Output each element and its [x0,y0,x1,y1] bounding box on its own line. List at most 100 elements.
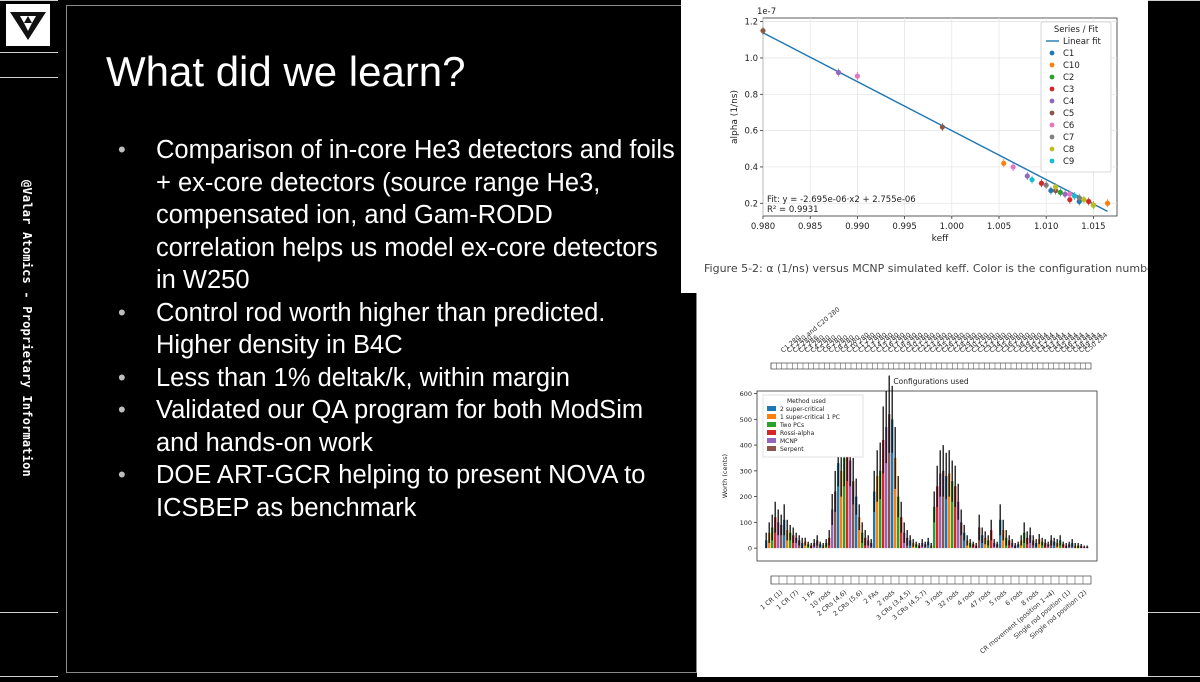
data-point [760,28,766,34]
legend-label: Rossi-alpha [780,430,815,437]
x-tick-label: 0.995 [892,222,916,232]
legend-label: 2 super-critical [780,406,825,413]
proprietary-vertical-text: @Valar Atomics - Proprietary Information [18,180,42,480]
worth-bar [885,427,888,549]
worth-bar [951,481,954,549]
bullet-item: • Less than 1% deltak/k, within margin [118,362,678,395]
data-point [1053,184,1059,190]
y-tick-label: 1.0 [744,54,758,64]
worth-bar [945,476,948,549]
bullet-text: Control rod worth higher than predicted.… [156,298,606,360]
data-point [1076,195,1082,201]
worth-bar [888,414,891,549]
legend-swatch [1049,98,1055,104]
worth-bar [882,439,885,549]
legend-swatch [1049,110,1055,116]
legend-swatch [1049,74,1055,80]
bullet-text: Comparison of in-core He3 detectors and … [156,136,675,294]
worth-bar [858,517,861,549]
y-tick-label: 0.6 [744,127,758,137]
y-tick-label: 0 [748,545,752,553]
bullet-item: • DOE ART-GCR helping to present NOVA to … [118,459,678,524]
bullet-item: • Control rod worth higher than predicted… [118,297,678,362]
legend-label: Linear fit [1063,37,1101,47]
x-tick-label: 1.005 [987,222,1011,232]
r-squared-label: R² = 0.9931 [767,205,819,215]
legend-label: Serpent [780,446,804,453]
data-point [854,73,860,79]
bullet-text: Validated our QA program for both ModSim… [156,396,644,457]
legend-swatch [767,430,776,435]
bullet-list: • Comparison of in-core He3 detectors and… [118,134,678,524]
worth-bar [963,532,966,549]
worth-bar [774,517,777,549]
worth-bar [948,473,951,549]
worth-bar [849,460,852,549]
y-tick-label: 0.4 [744,163,758,173]
worth-bar [852,481,855,549]
legend-label: Two PCs [779,422,804,429]
data-point [1081,197,1087,203]
legend-label: C7 [1063,133,1074,143]
worth-bar [957,501,960,549]
data-point [1057,189,1063,195]
worth-bar [939,473,942,549]
worth-bar [873,491,876,549]
legend-box [1040,21,1112,173]
worth-bar [837,463,840,549]
data-point [1048,187,1054,194]
y-tick-label: 0.8 [744,90,758,100]
legend-swatch [767,406,776,411]
data-point [1062,191,1068,197]
data-point [1001,160,1007,166]
fit-equation-label: Fit: y = -2.695e-06·x2 + 2.755e-06 [767,195,916,205]
data-point [1038,180,1045,186]
legend-label: C6 [1063,121,1074,131]
legend-swatch [1049,122,1055,128]
x-tick-label: 1.000 [940,222,964,232]
data-point [1067,191,1073,197]
legend-swatch [1049,86,1055,92]
y-tick-label: 300 [740,467,752,475]
legend-label: C3 [1063,85,1074,95]
data-point [1043,182,1049,188]
legend-label: C4 [1063,97,1074,107]
data-point [1010,164,1016,170]
worth-bar [855,496,858,549]
y-axis-label: Worth (cents) [721,454,729,498]
slide-title: What did we learn? [106,48,466,95]
legend-swatch [767,438,776,443]
legend-label: C1 [1063,49,1074,59]
proprietary-label: @Valar Atomics - Proprietary Information [20,180,34,477]
worth-bar [936,486,939,549]
legend-title: Series / Fit [1054,25,1099,35]
bullet-dot-icon: • [118,364,126,390]
legend-label: C2 [1063,73,1074,83]
worth-bar [900,517,903,549]
bullet-text: Less than 1% deltak/k, within margin [156,363,570,392]
bullet-dot-icon: • [118,462,126,487]
y-tick-label: 600 [740,390,752,398]
y-tick-label: 1.2 [744,18,758,28]
y-tick-label: 0.2 [744,199,758,209]
legend-swatch [1049,134,1055,140]
legend-label: C10 [1063,61,1080,71]
y-tick-label: 200 [740,493,752,501]
legend-swatch [767,446,776,451]
slide-content-frame [66,5,697,673]
y-axis-label: alpha (1/ns) [730,90,740,144]
control-rod-worth-figure: C1 280 C1 280 and C20 280 C2 280 C2 286 C3 2… [697,293,1148,677]
worth-bar [795,537,798,549]
y-multiplier-label: 1e-7 [757,7,776,17]
bullet-item: • Validated our QA program for both ModSi… [118,394,678,459]
bullet-dot-icon: • [118,397,126,422]
legend-title: Method used [787,398,826,405]
legend-swatch [1049,146,1055,152]
data-point [1029,177,1035,183]
worth-bar [846,450,849,549]
alpha-vs-keff-figure: 0.980 0.985 0.990 0.995 1.000 1.005 1.010 1.015… [681,0,1148,293]
worth-bar [843,457,846,549]
legend-label: 1 super-critical 1 PC [780,414,840,421]
worth-bar [933,506,936,549]
